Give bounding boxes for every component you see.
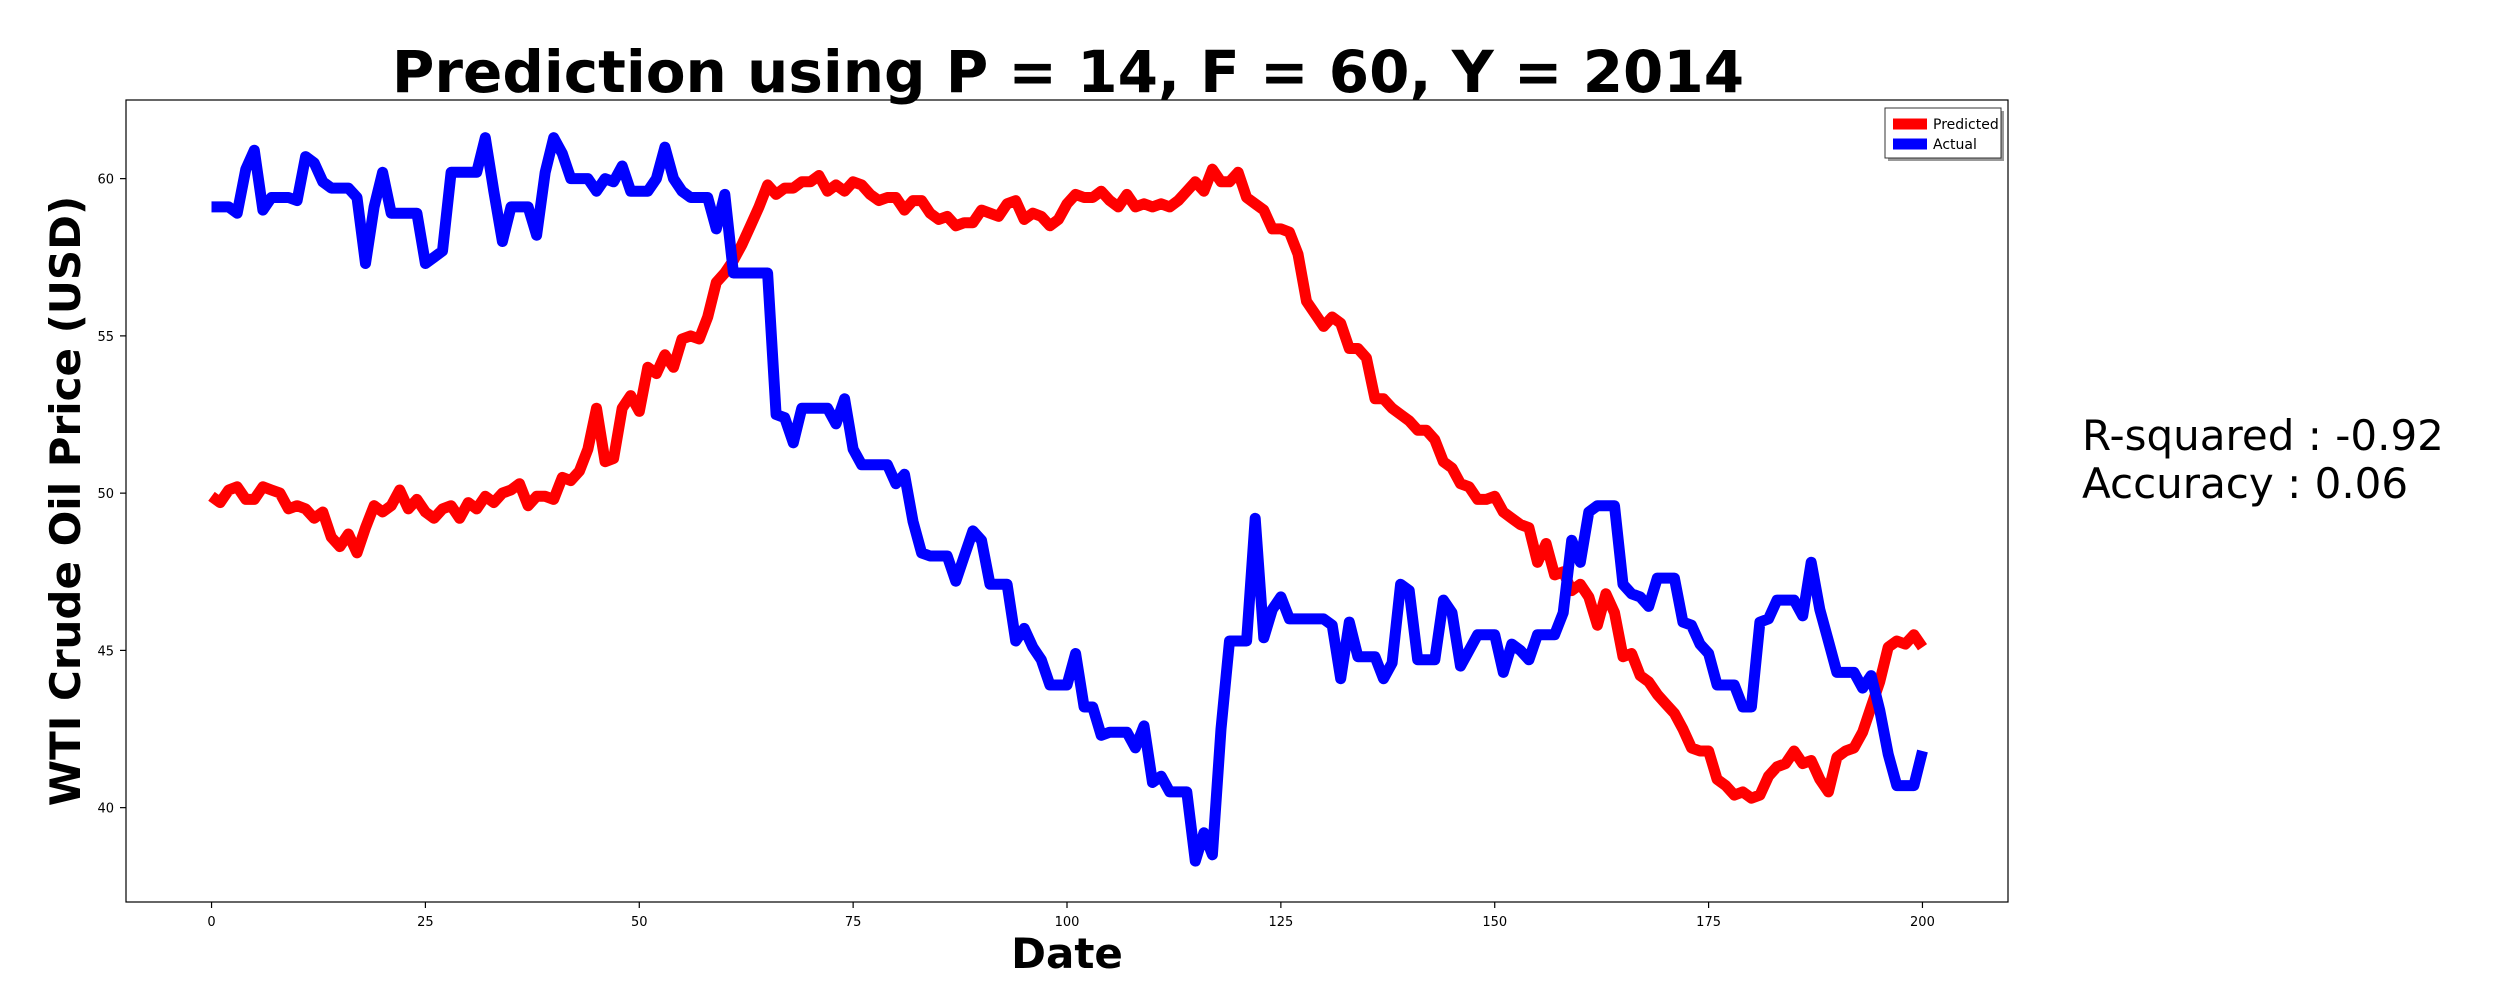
r-squared-value: R-squared : -0.92 — [2082, 411, 2444, 460]
chart-title: Prediction using P = 14, F = 60, Y = 201… — [392, 38, 1744, 106]
series-lines — [208, 132, 1928, 867]
legend-label-predicted: Predicted — [1933, 117, 1999, 133]
x-axis: 0 25 50 75 100 125 150 175 200 — [207, 902, 1935, 930]
x-tick-label: 175 — [1696, 915, 1721, 930]
accuracy-value: Accuracy : 0.06 — [2082, 459, 2409, 508]
y-tick-label: 45 — [97, 644, 114, 659]
y-tick-label: 60 — [97, 173, 114, 188]
series-line-actual — [211, 132, 1928, 867]
legend-label-actual: Actual — [1933, 137, 1977, 153]
y-tick-label: 40 — [97, 802, 114, 817]
y-tick-label: 55 — [97, 330, 114, 345]
x-tick-label: 75 — [845, 915, 862, 930]
x-axis-label: Date — [1011, 929, 1123, 978]
x-tick-label: 25 — [417, 915, 434, 930]
y-axis-label: WTI Crude Oil Price (USD) — [41, 196, 90, 806]
x-tick-label: 100 — [1055, 915, 1080, 930]
legend: Predicted Actual — [1884, 107, 2004, 161]
stats-panel: R-squared : -0.92 Accuracy : 0.06 — [2082, 412, 2444, 508]
x-tick-label: 50 — [631, 915, 648, 930]
x-tick-label: 0 — [207, 915, 215, 930]
x-tick-label: 200 — [1910, 915, 1935, 930]
series-line-predicted — [208, 163, 1928, 804]
legend-box — [1884, 107, 2002, 159]
x-tick-label: 125 — [1268, 915, 1293, 930]
y-axis: 40 45 50 55 60 — [97, 173, 126, 817]
y-tick-label: 50 — [97, 487, 114, 502]
x-tick-label: 150 — [1482, 915, 1507, 930]
